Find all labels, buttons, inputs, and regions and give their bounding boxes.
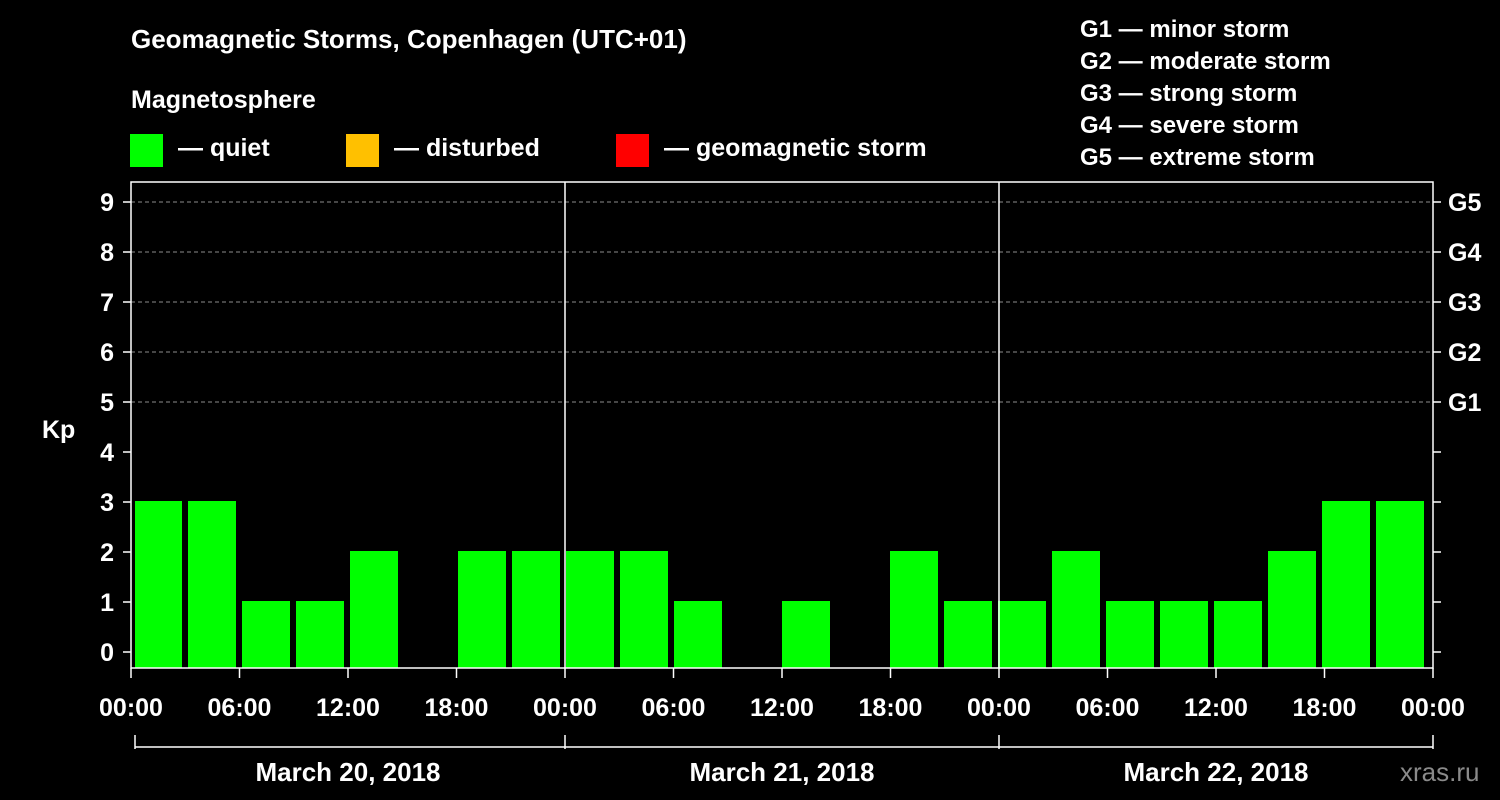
x-tick-label: 12:00 (316, 694, 380, 722)
x-tick-label: 06:00 (642, 694, 706, 722)
day-label: March 21, 2018 (689, 757, 874, 787)
kp-bar (1268, 551, 1316, 668)
kp-bar (998, 601, 1046, 668)
kp-bar (782, 601, 830, 668)
kp-bar (566, 551, 614, 668)
kp-bar (1214, 601, 1262, 668)
g-axis-label: G4 (1448, 239, 1481, 267)
chart-subtitle: Magnetosphere (131, 86, 316, 114)
legend-swatch-storm (616, 134, 649, 167)
kp-bar (242, 601, 290, 668)
y-tick-label: 5 (100, 389, 114, 417)
x-tick-label: 06:00 (1076, 694, 1140, 722)
g-scale-g1: G1 — minor storm (1080, 16, 1290, 43)
kp-bar (620, 551, 668, 668)
x-tick-label: 18:00 (1293, 694, 1357, 722)
day-label: March 22, 2018 (1123, 757, 1308, 787)
y-tick-label: 3 (100, 489, 114, 517)
y-tick-label: 0 (100, 639, 114, 667)
legend-label-storm: — geomagnetic storm (664, 134, 927, 162)
legend-swatch-quiet (130, 134, 163, 167)
kp-bar (674, 601, 722, 668)
y-tick-label: 4 (100, 439, 114, 467)
g-scale-g4: G4 — severe storm (1080, 112, 1299, 139)
kp-bar (1376, 501, 1424, 668)
kp-bar (1322, 501, 1370, 668)
kp-bar (890, 551, 938, 668)
kp-bar (350, 551, 398, 668)
g-axis-label: G2 (1448, 339, 1481, 367)
kp-bar (188, 501, 236, 668)
x-tick-label: 12:00 (1184, 694, 1248, 722)
legend-swatch-disturbed (346, 134, 379, 167)
x-tick-label: 06:00 (208, 694, 272, 722)
watermark: xras.ru (1400, 757, 1480, 787)
x-tick-label: 18:00 (425, 694, 489, 722)
x-tick-label: 00:00 (1401, 694, 1465, 722)
y-axis-label: Kp (42, 416, 75, 444)
y-tick-label: 8 (100, 239, 114, 267)
g-scale-g2: G2 — moderate storm (1080, 48, 1331, 75)
g-scale-g5: G5 — extreme storm (1080, 144, 1315, 171)
kp-bar (944, 601, 992, 668)
kp-bar (1106, 601, 1154, 668)
day-label: March 20, 2018 (255, 757, 440, 787)
g-axis-label: G5 (1448, 189, 1481, 217)
g-scale-g3: G3 — strong storm (1080, 80, 1298, 107)
kp-bar (135, 501, 182, 668)
g-axis-label: G1 (1448, 389, 1481, 417)
x-tick-label: 12:00 (750, 694, 814, 722)
y-tick-label: 6 (100, 339, 114, 367)
x-tick-label: 00:00 (533, 694, 597, 722)
y-tick-label: 1 (100, 589, 114, 617)
y-tick-label: 9 (100, 189, 114, 217)
g-axis-label: G3 (1448, 289, 1481, 317)
plot-frame (130, 181, 1434, 669)
y-tick-label: 7 (100, 289, 114, 317)
kp-bar (296, 601, 344, 668)
x-tick-label: 18:00 (859, 694, 923, 722)
kp-bar (1052, 551, 1100, 668)
legend-label-quiet: — quiet (178, 134, 270, 162)
kp-bar (458, 551, 506, 668)
chart-title: Geomagnetic Storms, Copenhagen (UTC+01) (131, 24, 687, 54)
x-tick-label: 00:00 (99, 694, 163, 722)
legend-label-disturbed: — disturbed (394, 134, 540, 162)
x-tick-label: 00:00 (967, 694, 1031, 722)
kp-bar (1160, 601, 1208, 668)
y-tick-label: 2 (100, 539, 114, 567)
kp-bar (512, 551, 560, 668)
